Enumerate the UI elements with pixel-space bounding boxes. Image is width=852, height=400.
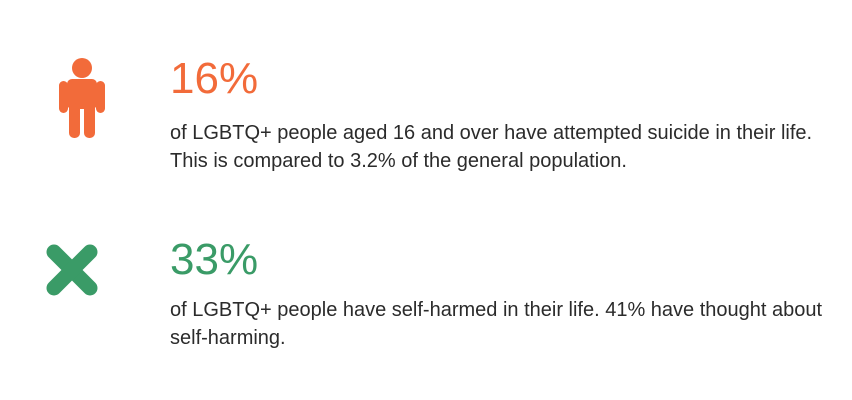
stat-description: of LGBTQ+ people have self-harmed in the… — [170, 299, 823, 349]
stat-value: 16% — [170, 54, 259, 103]
cross-icon — [44, 242, 100, 298]
person-icon — [58, 58, 106, 138]
stat-description: of LGBTQ+ people aged 16 and over have a… — [170, 122, 813, 172]
stat-value: 33% — [170, 235, 259, 284]
cross-icon-graphic — [46, 244, 98, 296]
stat-self-harm: 33% of LGBTQ+ people have self-harmed in… — [0, 210, 852, 400]
stat-attempted-suicide: 16% of LGBTQ+ people aged 16 and over ha… — [58, 54, 813, 172]
person-icon-graphic — [59, 58, 105, 138]
